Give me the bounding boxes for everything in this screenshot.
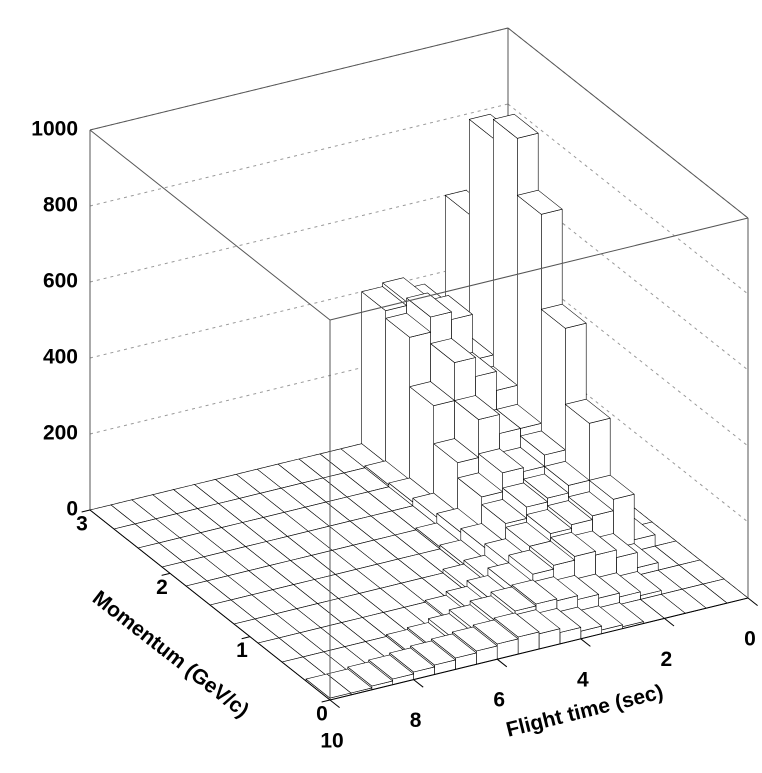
bar-face: [361, 286, 407, 312]
bar-face: [529, 540, 575, 566]
y-tick-label: 1: [236, 639, 248, 662]
x-tick-label: 4: [577, 668, 589, 691]
bar-face: [409, 381, 455, 407]
x-tick-label: 2: [661, 648, 673, 671]
z-tick-label: 600: [43, 270, 78, 293]
bar-face: [540, 303, 587, 329]
z-tick-label: 1000: [31, 118, 78, 141]
bar-face: [385, 317, 411, 483]
grid-line: [89, 179, 509, 283]
bar-face: [544, 460, 590, 486]
bar-face: [431, 633, 477, 659]
grid-line: [89, 103, 509, 207]
axis-line: [89, 509, 331, 701]
grid-line: [89, 255, 509, 359]
bar-face: [526, 509, 572, 534]
bar-face: [389, 647, 435, 673]
y-tick-label: 2: [156, 576, 168, 599]
axis-line: [89, 129, 331, 321]
x-tick: [580, 638, 591, 647]
x-tick: [747, 597, 758, 606]
bar-face: [511, 579, 558, 605]
axis-line: [89, 27, 509, 131]
z-tick-label: 200: [43, 422, 78, 445]
bar-face: [481, 499, 527, 524]
bar-face: [568, 491, 614, 517]
bar-face: [368, 654, 414, 680]
x-tick: [413, 679, 424, 688]
y-tick: [321, 699, 331, 703]
x-tick-label: 6: [493, 689, 505, 712]
bar-face: [502, 482, 548, 508]
bar-face: [523, 473, 569, 499]
bar-face: [520, 430, 566, 456]
bar-face: [451, 626, 498, 652]
bar-face: [478, 448, 524, 474]
bar-face: [347, 661, 394, 687]
axis-line: [329, 597, 749, 701]
x-tick-label: 10: [320, 730, 343, 753]
bar-face: [410, 640, 456, 666]
bar-face: [457, 472, 503, 498]
bar-face: [492, 113, 539, 139]
axis-line: [329, 217, 749, 321]
z-tick-label: 400: [43, 346, 78, 369]
bar-face: [490, 586, 537, 612]
x-tick-label: 8: [410, 709, 422, 732]
y-tick-label: 0: [316, 703, 328, 726]
x-tick: [329, 699, 340, 708]
bar-face: [564, 398, 611, 424]
z-tick-label: 0: [66, 498, 78, 521]
y-tick: [161, 572, 171, 576]
z-tick-label: 800: [43, 194, 78, 217]
bar-face: [588, 474, 635, 500]
bar-face: [516, 189, 563, 215]
bar-face: [430, 338, 476, 363]
bar-face: [305, 673, 352, 699]
y-tick: [241, 636, 251, 640]
x-tick: [496, 658, 508, 668]
x-tick: [664, 618, 675, 627]
x-tick-label: 0: [744, 628, 756, 651]
grid-line: [507, 103, 749, 295]
bar-face: [550, 531, 596, 557]
bar-face: [454, 395, 500, 420]
bar-face: [361, 291, 387, 464]
bar-face: [493, 612, 540, 638]
bar-face: [472, 619, 519, 645]
bar-face: [433, 438, 479, 464]
y-tick: [81, 509, 91, 513]
y-tick-label: 3: [76, 513, 88, 536]
bar-face: [547, 500, 593, 526]
bar-face: [508, 549, 555, 575]
bar-face: [385, 312, 431, 338]
axis-line: [507, 27, 749, 219]
